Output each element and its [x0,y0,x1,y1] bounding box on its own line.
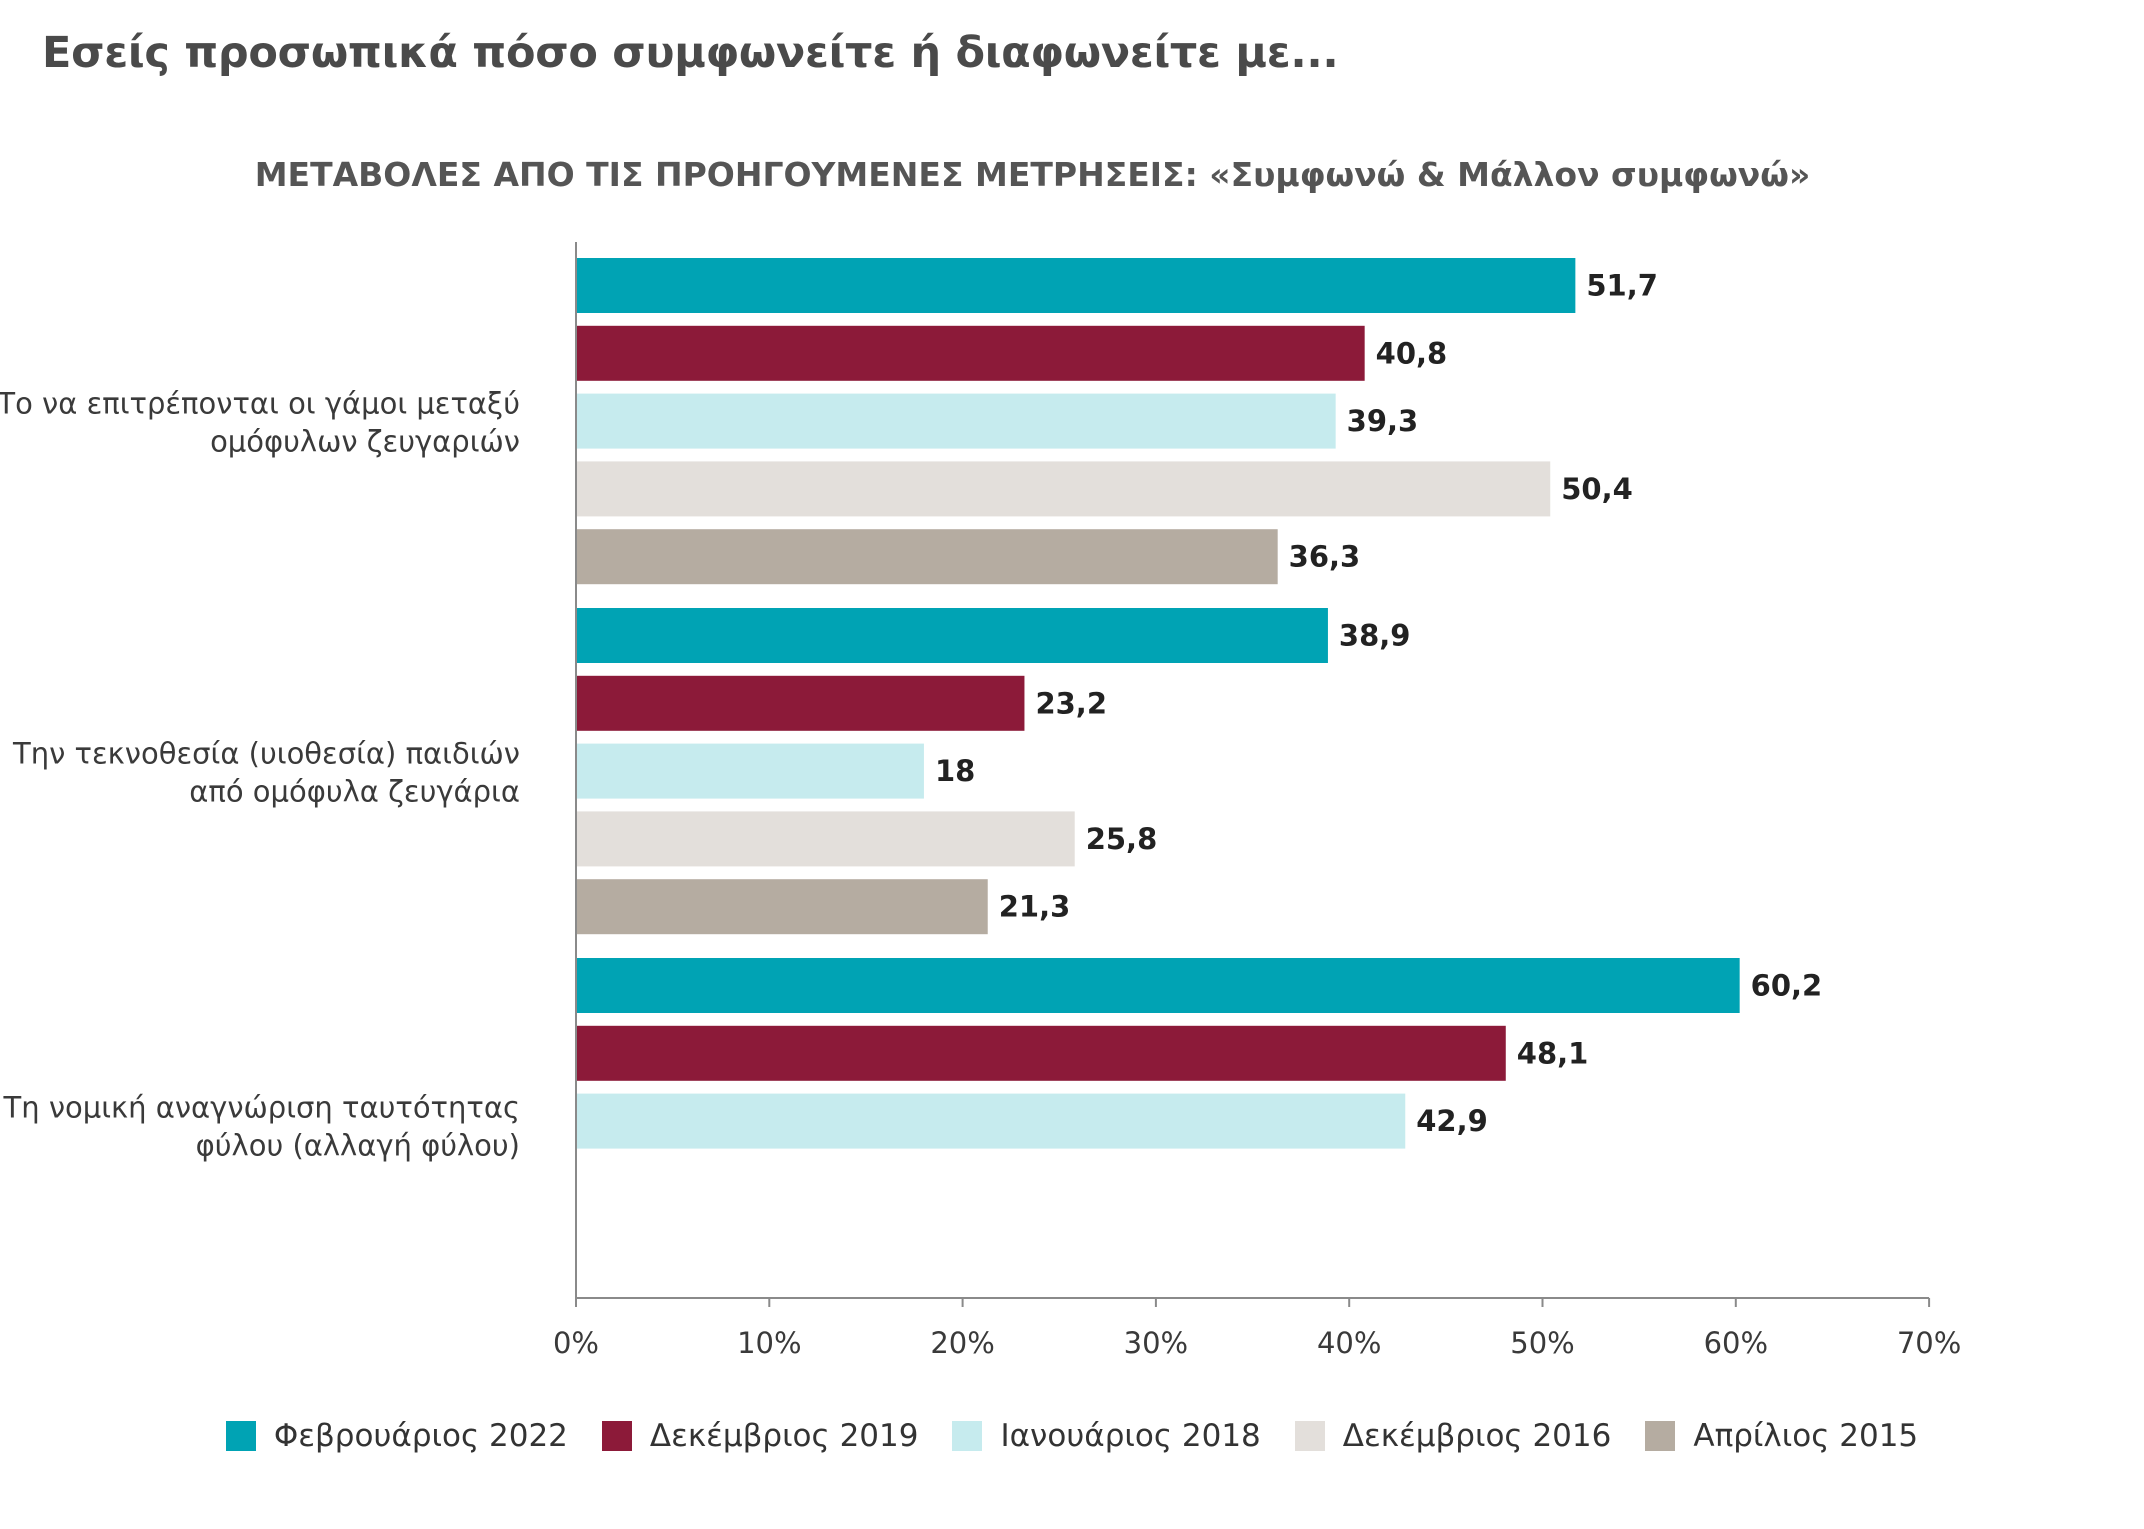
bar-1-2 [576,325,1365,381]
value-label-2-5: 21,3 [999,890,1071,924]
bar-2-5 [576,879,988,935]
bar-1-1 [576,258,1576,313]
value-label-2-1: 38,9 [1339,619,1411,653]
x-tick-label-3: 30% [1124,1326,1188,1360]
value-label-1-1: 51,7 [1586,269,1658,303]
legend-swatch-1 [225,1421,256,1451]
legend-item-4: Δεκέμβριος 2016 [1294,1418,1612,1454]
bar-1-3 [576,393,1336,449]
bar-2-4 [576,811,1075,867]
bar-3-1 [576,958,1740,1013]
legend-label-4: Δεκέμβριος 2016 [1342,1418,1612,1454]
bar-2-3 [576,743,924,799]
legend-label-3: Ιανουάριος 2018 [1000,1418,1261,1454]
x-tick-label-7: 70% [1897,1326,1961,1360]
bar-2-1 [576,608,1328,663]
bar-1-5 [576,529,1278,585]
legend-swatch-5 [1645,1421,1676,1451]
legend-label-5: Απρίλιος 2015 [1693,1418,1919,1454]
legend-item-2: Δεκέμβριος 2019 [601,1418,919,1454]
legend-swatch-4 [1294,1421,1325,1451]
x-tick-label-4: 40% [1317,1326,1381,1360]
x-axis: 0% 10% 20% 30% 40% 50% 60% 70% [553,242,1961,1360]
page-title: Εσείς προσωπικά πόσο συμφωνείτε ή διαφων… [42,28,1339,78]
x-tick-label-1: 10% [737,1326,801,1360]
legend: Φεβρουάριος 2022 Δεκέμβριος 2019 Ιανουάριο… [0,1418,2144,1454]
x-tick-label-6: 60% [1704,1326,1768,1360]
legend-item-3: Ιανουάριος 2018 [952,1418,1261,1454]
value-label-2-3: 18 [935,754,975,788]
value-label-1-5: 36,3 [1289,540,1361,574]
value-labels-layer: 51,7 40,8 39,3 50,4 36,3 38,9 23,2 18 25,8 21,3 60… [935,269,1822,1139]
legend-item-5: Απρίλιος 2015 [1645,1418,1918,1454]
bar-3-2 [576,1025,1506,1081]
value-label-1-4: 50,4 [1561,472,1633,506]
x-tick-label-5: 50% [1510,1326,1574,1360]
x-tick-label-2: 20% [930,1326,994,1360]
legend-label-1: Φεβρουάριος 2022 [273,1418,568,1454]
legend-item-1: Φεβρουάριος 2022 [225,1418,568,1454]
value-label-2-4: 25,8 [1086,822,1158,856]
value-label-3-1: 60,2 [1751,969,1823,1003]
value-label-1-2: 40,8 [1376,336,1448,370]
value-label-1-3: 39,3 [1347,404,1419,438]
category-label-3: Τη νομική αναγνώριση ταυτότητας φύλου (αλ… [3,1091,520,1163]
bar-2-2 [576,675,1025,731]
bar-1-4 [576,461,1551,517]
legend-swatch-3 [952,1421,983,1451]
chart-title: ΜΕΤΑΒΟΛΕΣ ΑΠΟ ΤΙΣ ΠΡΟΗΓΟΥΜΕΝΕΣ ΜΕΤΡΗΣΕΙΣ… [254,155,1811,194]
bar-3-3 [576,1093,1406,1149]
value-label-3-3: 42,9 [1416,1104,1488,1138]
value-label-3-2: 48,1 [1517,1036,1589,1070]
legend-swatch-2 [601,1421,632,1451]
x-tick-label-0: 0% [553,1326,599,1360]
category-label-1: Το να επιτρέπονται οι γάμοι μεταξύ ομόφυλ… [0,387,520,459]
category-label-2: Την τεκνοθεσία (υιοθεσία) παιδιών από ομό… [12,737,520,809]
value-label-2-2: 23,2 [1035,686,1107,720]
legend-label-2: Δεκέμβριος 2019 [649,1418,919,1454]
category-labels-layer: Το να επιτρέπονται οι γάμοι μεταξύ ομόφυλ… [0,387,520,1163]
bars-layer [576,258,1740,1149]
